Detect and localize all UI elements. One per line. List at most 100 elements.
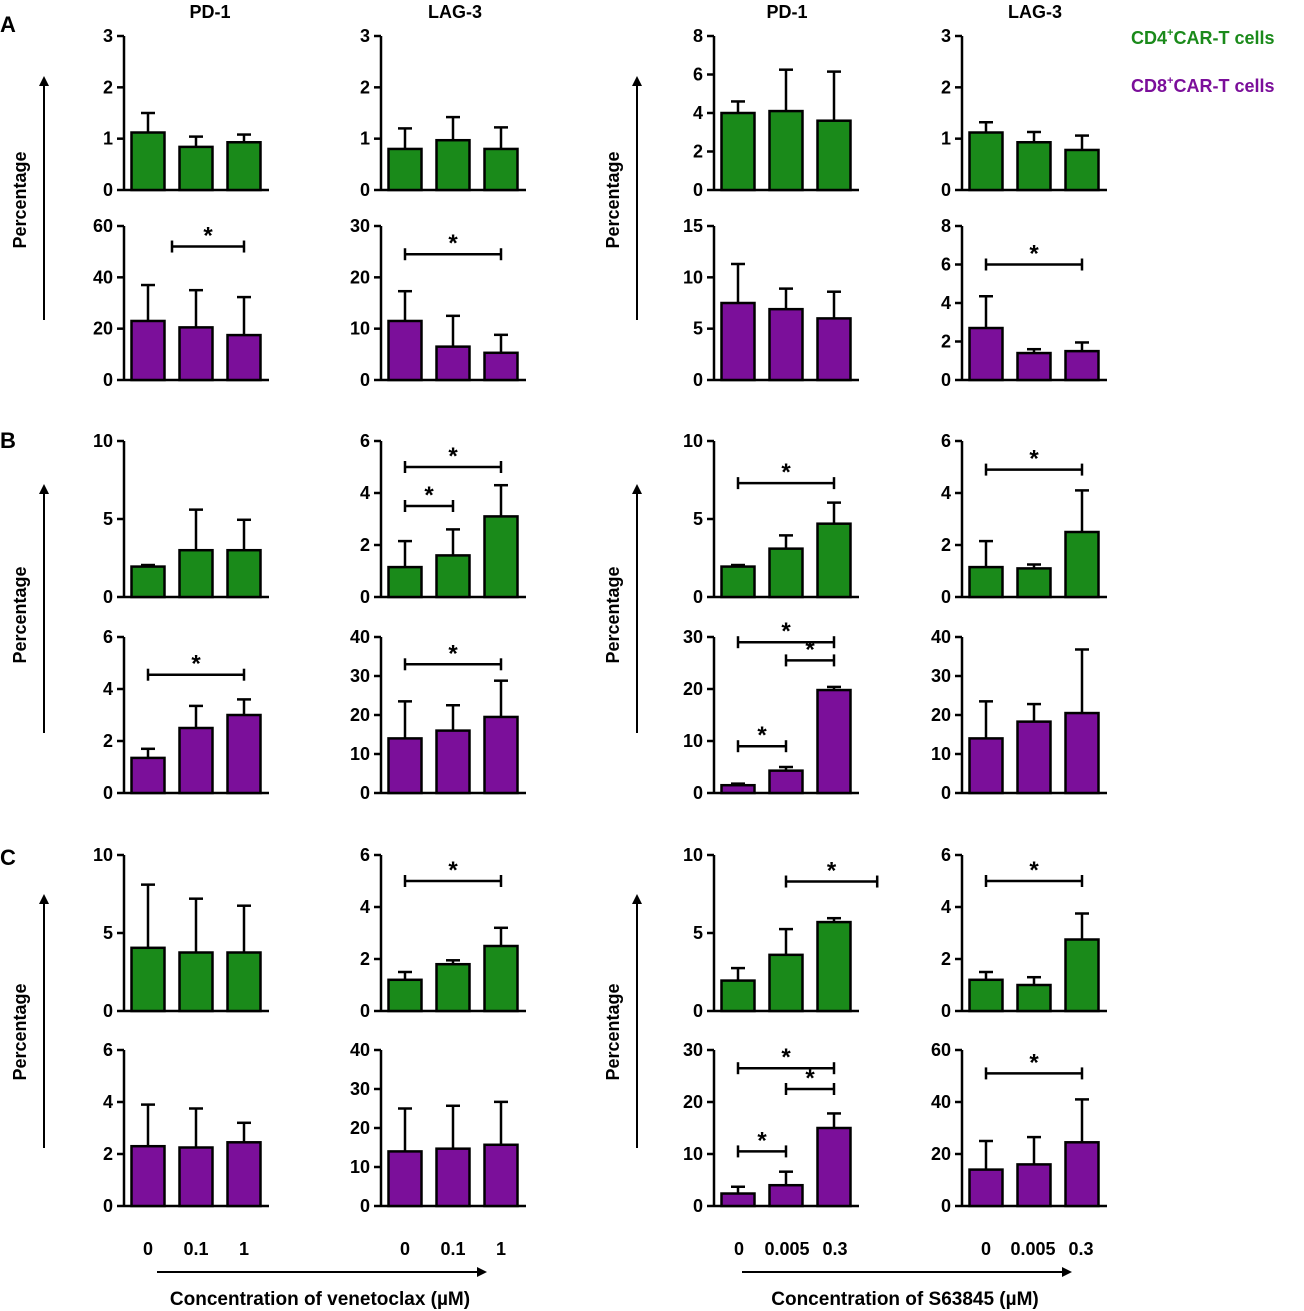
chart-c-cd4-lag-3-venetoclax-ytick-label-3: 6 — [360, 845, 370, 865]
chart-a-cd4-pd-1-s63845-bar-2 — [816, 119, 852, 192]
chart-b-cd8-pd-1-s63845-sig-star-0: * — [781, 618, 791, 645]
chart-b-cd4-lag-3-s63845-ytick-label-1: 2 — [941, 535, 951, 555]
chart-a-cd8-pd-1-venetoclax: 0 20 40 60 * — [93, 216, 269, 390]
chart-a-cd8-lag-3-venetoclax-bar-1 — [435, 345, 471, 382]
chart-a-cd4-lag-3-s63845-bar-0 — [968, 131, 1004, 192]
chart-a-cd4-pd-1-s63845-ytick-label-4: 8 — [693, 26, 703, 46]
chart-a-cd4-lag-3-venetoclax-bar-2 — [483, 147, 519, 192]
chart-b-cd4-lag-3-venetoclax-sig-star-1: * — [424, 482, 434, 509]
chart-a-cd4-pd-1-venetoclax-ytick-label-2: 2 — [103, 77, 113, 97]
chart-c-cd4-lag-3-s63845-ytick-label-2: 4 — [941, 897, 951, 917]
chart-b-cd8-pd-1-s63845: 0 10 20 30 * * * — [683, 618, 859, 803]
chart-b-cd4-pd-1-venetoclax-ytick-label-0: 0 — [103, 587, 113, 607]
chart-a-cd8-lag-3-venetoclax-ytick-label-0: 0 — [360, 370, 370, 390]
chart-b-cd8-lag-3-s63845-ytick-label-3: 30 — [931, 666, 951, 686]
chart-c-cd8-lag-3-venetoclax-ytick-label-1: 10 — [350, 1157, 370, 1177]
chart-b-cd4-pd-1-s63845-bar-1 — [768, 547, 804, 599]
chart-a-cd8-lag-3-venetoclax-sig-star-0: * — [448, 230, 458, 257]
chart-c-cd8-lag-3-venetoclax: 0 10 20 30 40 — [350, 1040, 526, 1216]
chart-a-cd4-lag-3-venetoclax-ytick-label-0: 0 — [360, 180, 370, 200]
chart-b-cd8-lag-3-venetoclax-ytick-label-2: 20 — [350, 705, 370, 725]
chart-a-cd8-pd-1-venetoclax-ytick-label-1: 20 — [93, 319, 113, 339]
chart-b-cd8-pd-1-s63845-ytick-label-0: 0 — [693, 783, 703, 803]
chart-b-cd8-pd-1-s63845-sig-star-2: * — [757, 722, 767, 749]
chart-c-cd8-lag-3-venetoclax-ytick-label-3: 30 — [350, 1079, 370, 1099]
chart-b-cd4-lag-3-s63845-bar-1 — [1016, 567, 1052, 599]
chart-c-cd8-pd-1-s63845: 0 10 20 30 * * * — [683, 1040, 859, 1216]
chart-c-cd4-lag-3-s63845-bar-0 — [968, 978, 1004, 1013]
chart-b-cd8-lag-3-venetoclax-sig-star-0: * — [448, 640, 458, 667]
chart-a-cd8-lag-3-s63845-bar-0 — [968, 326, 1004, 382]
chart-c-cd8-pd-1-venetoclax-bar-0 — [130, 1144, 166, 1208]
chart-a-cd4-pd-1-venetoclax-ytick-label-3: 3 — [103, 26, 113, 46]
x-tick-s63845-2: 0.3 — [822, 1239, 847, 1259]
chart-b-cd4-pd-1-venetoclax-ytick-label-1: 5 — [103, 509, 113, 529]
chart-c-cd8-lag-3-venetoclax-bar-0 — [387, 1150, 423, 1208]
chart-c-cd4-pd-1-venetoclax-ytick-label-1: 5 — [103, 923, 113, 943]
chart-c-cd8-pd-1-s63845-sig-star-0: * — [781, 1044, 791, 1071]
chart-b-cd4-lag-3-venetoclax-ytick-label-2: 4 — [360, 483, 370, 503]
chart-a-cd8-lag-3-s63845-ytick-label-3: 6 — [941, 255, 951, 275]
x-axis-label-venetoclax: Concentration of venetoclax (µM) — [170, 1289, 470, 1310]
chart-a-cd8-pd-1-venetoclax-sig-star-0: * — [203, 223, 213, 250]
chart-c-cd4-pd-1-s63845-bar-0 — [720, 979, 756, 1013]
chart-b-cd8-lag-3-s63845-ytick-label-4: 40 — [931, 627, 951, 647]
chart-a-cd4-lag-3-s63845-ytick-label-2: 2 — [941, 77, 951, 97]
chart-c-cd8-lag-3-s63845-bar-2 — [1064, 1141, 1100, 1208]
chart-c-cd8-lag-3-venetoclax-ytick-label-0: 0 — [360, 1196, 370, 1216]
chart-c-cd4-lag-3-venetoclax-ytick-label-2: 4 — [360, 897, 370, 917]
chart-c-cd8-lag-3-venetoclax-bar-2 — [483, 1143, 519, 1208]
chart-a-cd4-lag-3-s63845-bar-2 — [1064, 148, 1100, 192]
chart-c-cd4-lag-3-s63845-ytick-label-0: 0 — [941, 1001, 951, 1021]
chart-b-cd8-lag-3-venetoclax-ytick-label-0: 0 — [360, 783, 370, 803]
chart-c-cd4-pd-1-s63845-ytick-label-1: 5 — [693, 923, 703, 943]
chart-b-cd8-pd-1-s63845-bar-2 — [816, 688, 852, 795]
legend-cd8: CD8+CAR-T cells — [1131, 75, 1274, 96]
chart-b-cd8-pd-1-s63845-sig-star-1: * — [805, 636, 815, 663]
chart-c-cd4-lag-3-s63845-sig-star-0: * — [1029, 857, 1039, 884]
chart-b-cd8-pd-1-venetoclax-ytick-label-0: 0 — [103, 783, 113, 803]
chart-a-cd4-pd-1-s63845-bar-1 — [768, 109, 804, 192]
chart-c-cd8-pd-1-venetoclax-ytick-label-1: 2 — [103, 1144, 113, 1164]
chart-a-cd4-pd-1-venetoclax-ytick-label-1: 1 — [103, 129, 113, 149]
chart-a-cd4-pd-1-venetoclax-bar-2 — [226, 141, 262, 192]
chart-c-cd8-lag-3-venetoclax-bar-1 — [435, 1147, 471, 1208]
chart-a-cd4-pd-1-venetoclax-bar-1 — [178, 145, 214, 192]
chart-c-cd8-pd-1-venetoclax-ytick-label-2: 4 — [103, 1092, 113, 1112]
chart-a-cd4-pd-1-s63845-ytick-label-2: 4 — [693, 103, 703, 123]
chart-a-cd8-lag-3-s63845-bar-1 — [1016, 351, 1052, 382]
chart-b-cd8-lag-3-s63845-bar-1 — [1016, 720, 1052, 795]
chart-b-cd8-pd-1-venetoclax-bar-0 — [130, 756, 166, 795]
column-title-lag3-s63845: LAG-3 — [1008, 2, 1062, 22]
column-title-pd1-s63845: PD-1 — [766, 2, 807, 22]
chart-b-cd4-pd-1-s63845-ytick-label-0: 0 — [693, 587, 703, 607]
chart-c-cd4-lag-3-venetoclax-bar-2 — [483, 944, 519, 1013]
chart-c-cd4-pd-1-s63845-ytick-label-0: 0 — [693, 1001, 703, 1021]
chart-b-cd4-lag-3-venetoclax-ytick-label-3: 6 — [360, 431, 370, 451]
chart-c-cd8-pd-1-venetoclax-ytick-label-3: 6 — [103, 1040, 113, 1060]
chart-b-cd8-pd-1-venetoclax-bar-1 — [178, 726, 214, 795]
chart-b-cd4-pd-1-venetoclax-ytick-label-2: 10 — [93, 431, 113, 451]
chart-b-cd4-pd-1-venetoclax-bar-0 — [130, 565, 166, 599]
chart-a-cd4-lag-3-venetoclax-ytick-label-2: 2 — [360, 77, 370, 97]
chart-a-cd8-pd-1-venetoclax-ytick-label-3: 60 — [93, 216, 113, 236]
chart-b-cd8-lag-3-venetoclax: 0 10 20 30 40 * — [350, 627, 526, 803]
chart-c-cd8-pd-1-s63845-sig-star-2: * — [757, 1127, 767, 1154]
chart-b-cd8-pd-1-venetoclax-bar-2 — [226, 713, 262, 795]
column-title-pd1-venetoclax: PD-1 — [189, 2, 230, 22]
chart-b-cd8-lag-3-s63845-ytick-label-1: 10 — [931, 744, 951, 764]
chart-b-cd4-pd-1-venetoclax: 0 5 10 — [93, 431, 269, 607]
chart-b-cd4-pd-1-venetoclax-bar-2 — [226, 548, 262, 599]
chart-a-cd8-lag-3-s63845-ytick-label-2: 4 — [941, 293, 951, 313]
chart-b-cd8-pd-1-s63845-ytick-label-3: 30 — [683, 627, 703, 647]
chart-a-cd4-lag-3-venetoclax-bar-0 — [387, 147, 423, 192]
chart-c-cd8-pd-1-s63845-sig-star-1: * — [805, 1065, 815, 1092]
chart-c-cd4-pd-1-venetoclax-bar-2 — [226, 951, 262, 1013]
chart-a-cd8-lag-3-s63845-sig-star-0: * — [1029, 241, 1039, 268]
chart-c-cd8-lag-3-s63845-bar-1 — [1016, 1163, 1052, 1208]
chart-b-cd4-pd-1-s63845: 0 5 10 * — [683, 431, 859, 607]
y-axis-label-b-left: Percentage — [10, 566, 30, 663]
chart-a-cd4-lag-3-venetoclax-bar-1 — [435, 138, 471, 192]
chart-b-cd8-lag-3-s63845-bar-2 — [1064, 711, 1100, 795]
y-axis-label-c-right: Percentage — [603, 983, 623, 1080]
